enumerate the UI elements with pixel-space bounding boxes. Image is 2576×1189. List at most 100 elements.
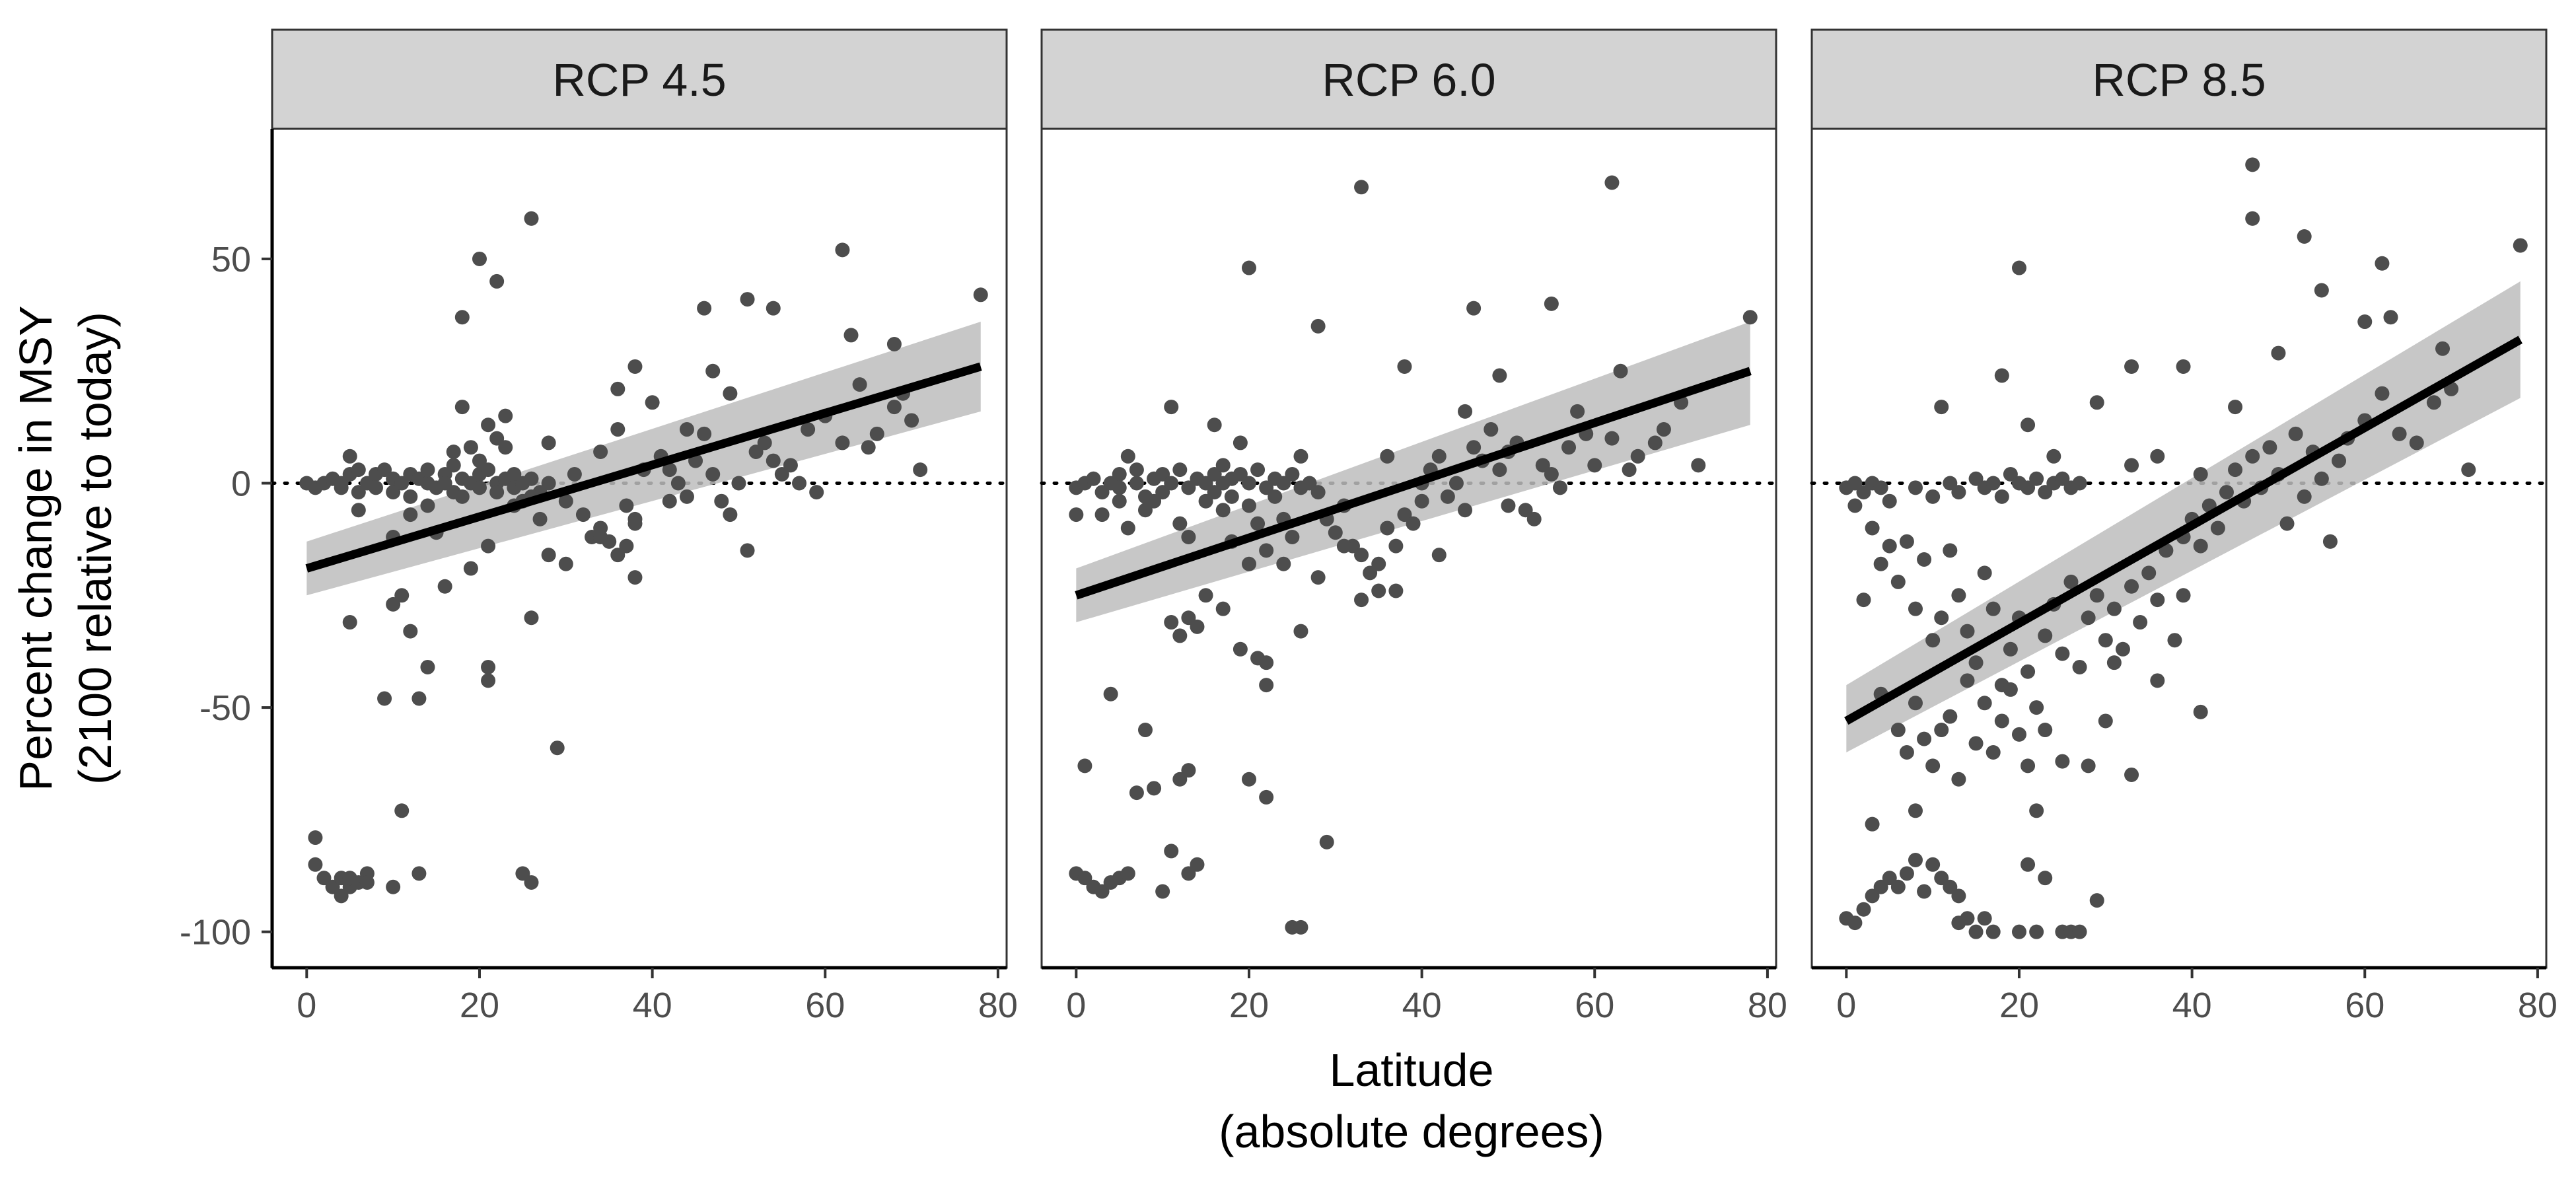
x-tick-label: 80 — [1748, 986, 1787, 1025]
data-point — [2426, 395, 2441, 410]
data-point — [1986, 924, 2001, 939]
data-point — [1934, 400, 1949, 415]
data-point — [783, 458, 798, 473]
panel-3: RCP 8.5 0 20 40 60 80 — [1810, 28, 2558, 1025]
data-point — [2021, 664, 2036, 679]
data-point — [2228, 400, 2243, 415]
data-point — [1994, 713, 2009, 729]
data-point — [2150, 593, 2165, 608]
data-point — [524, 471, 539, 486]
data-point — [2089, 395, 2104, 410]
data-point — [308, 857, 323, 872]
data-point — [1181, 530, 1196, 545]
data-point — [1890, 879, 1906, 894]
data-point — [1155, 466, 1170, 482]
data-point — [1882, 538, 1897, 554]
data-point — [2115, 641, 2130, 657]
data-point — [1501, 498, 1516, 513]
data-point — [2106, 601, 2122, 616]
data-point — [1847, 476, 1863, 491]
data-point — [1856, 902, 1871, 917]
data-point — [1925, 857, 1941, 872]
data-point — [2055, 471, 2070, 486]
data-point — [1397, 359, 1412, 374]
data-point — [2038, 485, 2053, 500]
data-point — [1431, 449, 1447, 464]
data-point — [1164, 844, 1179, 859]
data-point — [645, 395, 660, 410]
data-point — [2081, 610, 2096, 626]
data-point — [1882, 871, 1897, 886]
data-point — [1492, 368, 1507, 383]
data-point — [1388, 583, 1404, 598]
data-point — [1293, 919, 1308, 935]
data-point — [1354, 593, 1369, 608]
x-tick-label: 40 — [1402, 986, 1442, 1025]
data-point — [2124, 458, 2139, 473]
data-point — [558, 493, 573, 509]
data-point — [1951, 772, 1966, 787]
data-point — [2098, 633, 2113, 648]
data-point — [1406, 516, 1421, 531]
data-point — [2228, 462, 2243, 478]
data-point — [1293, 624, 1308, 639]
data-point — [1319, 834, 1334, 849]
data-point — [2176, 588, 2191, 603]
data-point — [403, 507, 418, 522]
data-point — [541, 435, 556, 450]
data-point — [532, 511, 548, 526]
data-point — [394, 588, 410, 603]
data-point — [2063, 574, 2079, 589]
y-tick-label: 0 — [231, 464, 251, 504]
data-point — [627, 516, 643, 531]
data-point — [1207, 466, 1222, 482]
y-tick-label: -50 — [199, 688, 251, 728]
data-point — [2081, 758, 2096, 774]
data-point — [869, 426, 884, 441]
strip-background — [1040, 28, 1777, 130]
data-point — [2279, 516, 2295, 531]
data-point — [2072, 476, 2087, 491]
data-point — [2021, 857, 2036, 872]
data-point — [679, 422, 694, 437]
data-point — [524, 610, 539, 626]
data-point — [1526, 511, 1542, 526]
data-point — [1172, 628, 1188, 643]
data-point — [2167, 633, 2182, 648]
data-point — [852, 377, 867, 392]
data-point — [1440, 489, 1455, 504]
regression-line — [305, 362, 982, 573]
data-point — [1215, 458, 1231, 473]
data-point — [1103, 686, 1118, 702]
data-point — [757, 435, 772, 450]
data-point — [619, 498, 634, 513]
data-point — [1293, 449, 1308, 464]
data-point — [1856, 485, 1871, 500]
data-point — [2513, 238, 2528, 253]
data-point — [843, 328, 859, 343]
data-point — [1181, 866, 1196, 881]
data-point — [2072, 659, 2087, 674]
data-point — [1094, 485, 1110, 500]
data-point — [342, 615, 357, 630]
data-point — [593, 530, 608, 545]
data-point — [723, 507, 738, 522]
data-point — [1968, 924, 1984, 939]
data-point — [2288, 426, 2303, 441]
data-point — [567, 466, 582, 482]
x-tick-label: 80 — [978, 986, 1018, 1025]
data-point — [1190, 619, 1205, 634]
data-point — [627, 570, 643, 585]
data-point — [740, 292, 755, 307]
data-point — [1925, 633, 1941, 648]
data-point — [481, 462, 496, 478]
data-point — [481, 673, 496, 688]
data-point — [2461, 462, 2476, 478]
data-point — [2271, 345, 2286, 361]
data-point — [1943, 543, 1958, 558]
data-point — [2245, 157, 2260, 172]
data-point — [1977, 565, 1992, 581]
strip-label: RCP 4.5 — [552, 54, 726, 106]
data-point — [2322, 534, 2338, 549]
